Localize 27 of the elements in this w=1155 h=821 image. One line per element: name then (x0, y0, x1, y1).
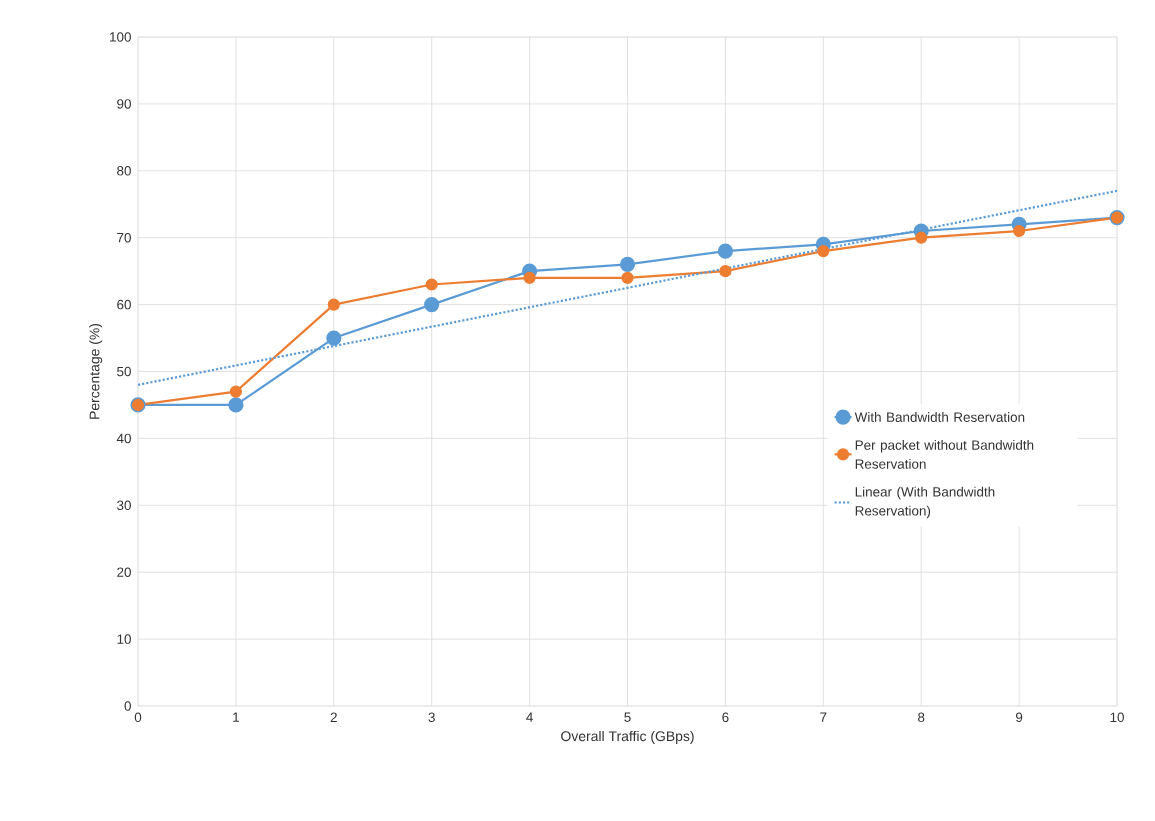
x-tick-label: 9 (1016, 712, 1023, 723)
legend-label: Linear (With Bandwidth Reservation) (855, 486, 995, 519)
x-tick-label: 2 (330, 712, 337, 722)
y-tick-label: 50 (117, 366, 131, 377)
y-tick-label: 60 (117, 299, 131, 310)
y-tick-label: 10 (117, 634, 131, 644)
y-tick-label: 30 (117, 500, 131, 511)
x-tick-label: 5 (624, 712, 631, 722)
y-tick-label: 20 (117, 567, 131, 577)
y-axis-title: Percentage (%) (89, 323, 103, 419)
x-tick-label: 1 (233, 712, 239, 722)
x-tick-label: 4 (526, 712, 533, 722)
x-tick-label: 10 (1110, 712, 1124, 723)
y-tick-label: 70 (117, 232, 131, 243)
legend-label: With Bandwidth Reservation (854, 412, 1025, 422)
legend-label: Per packet without Bandwidth Reservation (855, 439, 1034, 469)
y-tick-label: 0 (124, 701, 131, 711)
x-tick-label: 0 (134, 712, 142, 723)
y-tick-label: 90 (117, 99, 131, 109)
y-tick-label: 40 (116, 433, 131, 444)
y-tick-label: 80 (117, 166, 131, 176)
x-tick-label: 3 (428, 712, 435, 723)
x-tick-label: 8 (918, 712, 925, 723)
x-tick-label: 6 (722, 712, 729, 723)
x-axis-title: Overall Traffic (GBps) (561, 730, 694, 744)
y-tick-label: 100 (110, 32, 131, 42)
x-tick-label: 7 (820, 712, 827, 722)
